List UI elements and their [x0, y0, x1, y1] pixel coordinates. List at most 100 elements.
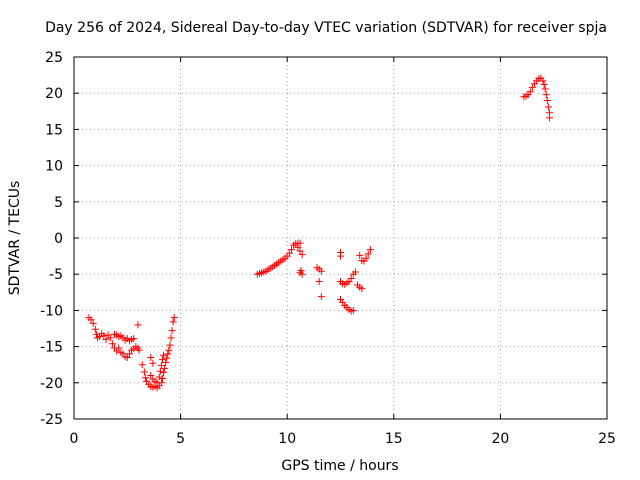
data-point — [157, 361, 165, 369]
data-point — [540, 81, 548, 89]
grid-lines — [74, 57, 607, 419]
data-point — [147, 353, 155, 361]
y-tick-label: -25 — [40, 412, 63, 428]
data-point — [160, 351, 168, 359]
data-point — [528, 83, 536, 91]
data-point — [356, 251, 364, 259]
data-point — [130, 335, 138, 343]
data-point — [108, 340, 116, 348]
data-point — [125, 350, 133, 358]
data-point — [149, 359, 157, 367]
data-point — [298, 251, 306, 259]
data-point — [102, 335, 110, 343]
data-point — [100, 332, 108, 340]
y-tick-label: 20 — [45, 86, 63, 102]
data-point — [296, 239, 304, 247]
data-point — [106, 334, 114, 342]
data-point — [364, 250, 372, 258]
data-point — [162, 359, 170, 367]
data-point — [539, 77, 547, 85]
data-point — [91, 325, 99, 333]
data-point — [297, 267, 305, 275]
data-series-arc-5 — [337, 248, 359, 315]
data-point — [168, 327, 176, 335]
data-point — [123, 353, 131, 361]
data-point — [165, 346, 173, 354]
data-point — [156, 367, 164, 375]
data-point — [542, 91, 550, 99]
data-point — [155, 373, 163, 381]
x-tick-label: 20 — [491, 431, 509, 447]
data-point — [169, 318, 177, 326]
y-axis-label: SDTVAR / TECUs — [7, 181, 23, 296]
x-tick-label: 5 — [176, 431, 185, 447]
y-tick-label: 5 — [54, 195, 63, 211]
data-point — [166, 341, 174, 349]
data-point — [358, 285, 366, 293]
data-series-arc-4 — [313, 264, 325, 301]
data-point — [358, 256, 366, 264]
data-point — [138, 361, 146, 369]
data-point — [541, 85, 549, 93]
data-point — [167, 334, 175, 342]
y-tick-label: -20 — [40, 376, 63, 392]
data-series-arc-2 — [138, 314, 178, 392]
data-point — [317, 293, 325, 301]
data-point — [170, 314, 178, 322]
data-point — [347, 275, 355, 283]
x-tick-label: 10 — [278, 431, 296, 447]
data-point — [543, 96, 551, 104]
data-point — [163, 354, 171, 362]
data-point — [135, 346, 143, 354]
y-tick-label: 0 — [54, 231, 63, 247]
y-tick-label: 25 — [45, 50, 63, 66]
y-tick-label: 15 — [45, 122, 63, 138]
data-point — [115, 344, 123, 352]
data-point — [134, 321, 142, 329]
data-point — [140, 368, 148, 376]
x-tick-label: 15 — [385, 431, 403, 447]
data-point — [153, 379, 161, 387]
y-tick-label: 10 — [45, 159, 63, 175]
y-tick-label: -10 — [40, 303, 63, 319]
data-series-arc-3 — [253, 239, 306, 278]
data-point — [287, 246, 295, 254]
plot-frame — [73, 56, 608, 420]
data-point — [141, 374, 149, 382]
data-point — [158, 374, 166, 382]
chart-title: Day 256 of 2024, Sidereal Day-to-day VTE… — [45, 20, 607, 36]
data-point — [317, 267, 325, 275]
data-point — [366, 246, 374, 254]
data-series-arc-1 — [85, 314, 143, 361]
data-point — [147, 372, 155, 380]
data-point — [161, 364, 169, 372]
x-tick-labels: 0 5 10 15 20 25 — [70, 431, 616, 447]
data-point — [298, 270, 306, 278]
data-point — [545, 114, 553, 122]
data-point — [89, 319, 97, 327]
data-point — [349, 306, 357, 314]
y-tick-label: -15 — [40, 340, 63, 356]
data-point — [294, 243, 302, 251]
data-point — [158, 356, 166, 364]
data-point — [362, 254, 370, 262]
x-tick-label: 0 — [70, 431, 79, 447]
data-point — [285, 249, 293, 257]
data-point — [544, 103, 552, 111]
data-point — [296, 247, 304, 255]
x-axis-label: GPS time / hours — [281, 458, 398, 474]
data-series-arc-7 — [520, 74, 553, 122]
data-point — [160, 369, 168, 377]
x-tick-label: 25 — [598, 431, 616, 447]
data-point — [337, 252, 344, 260]
data-point — [526, 88, 534, 96]
data-series-arc-6 — [354, 246, 374, 293]
y-tick-labels: -25 -20 -15 -10 -5 0 5 10 15 20 25 — [40, 50, 63, 428]
data-point — [351, 268, 359, 276]
tick-marks — [73, 56, 608, 420]
data-point — [164, 350, 172, 358]
data-point — [315, 277, 323, 285]
data-markers — [85, 74, 553, 392]
y-tick-label: -5 — [49, 267, 63, 283]
